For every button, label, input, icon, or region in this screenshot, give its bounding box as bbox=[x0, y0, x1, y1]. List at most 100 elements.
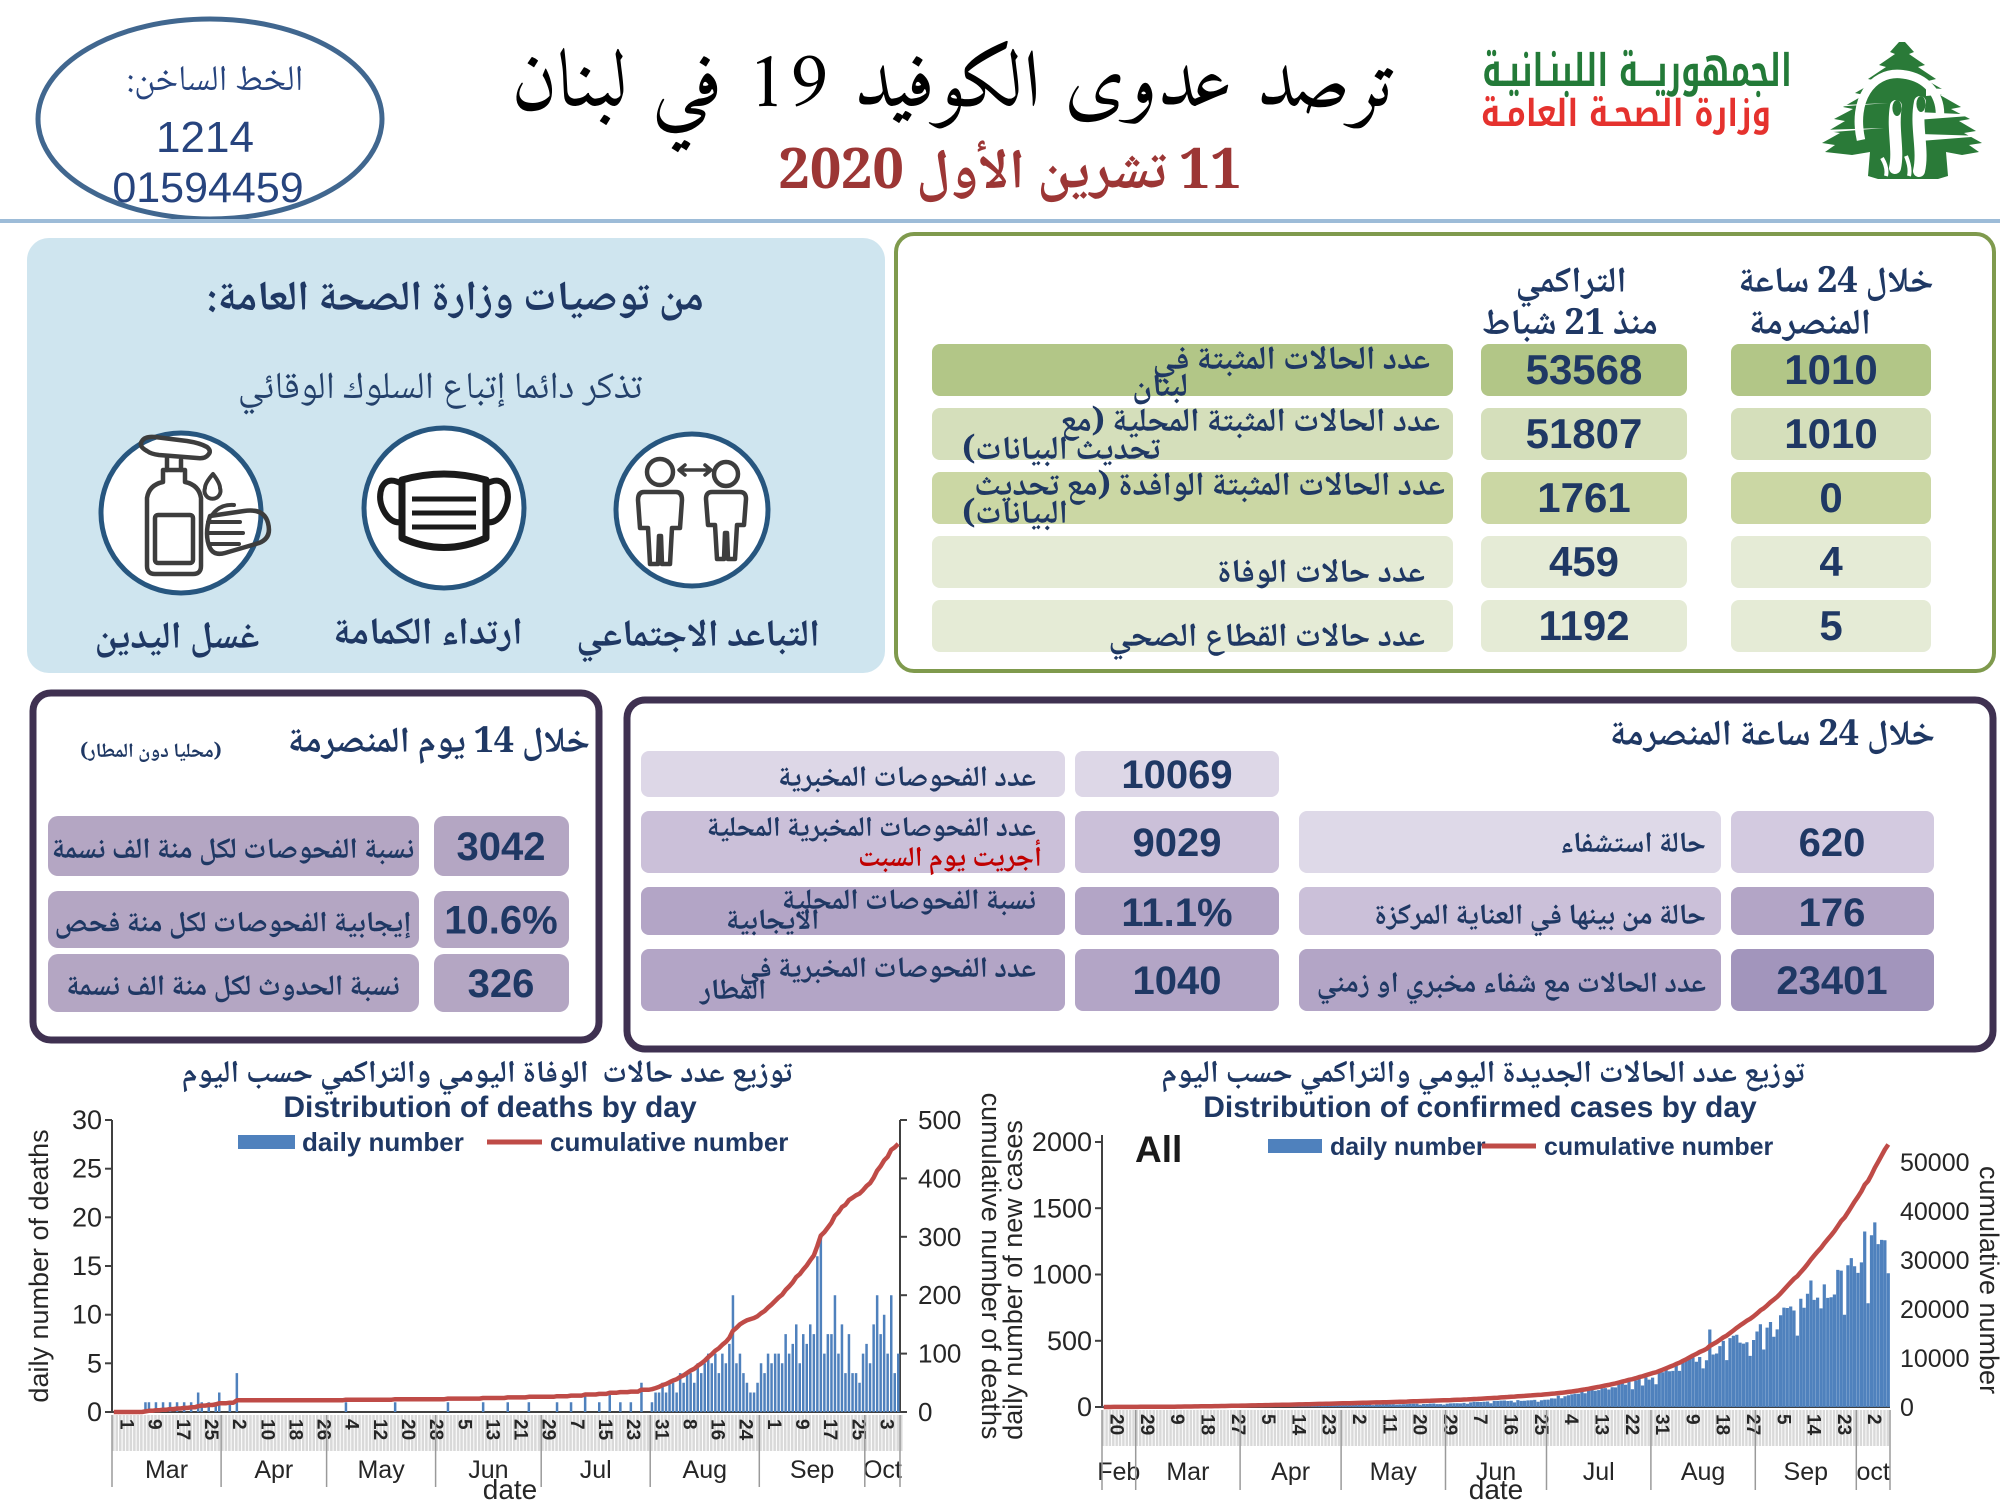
svg-text:Mar: Mar bbox=[1166, 1458, 1209, 1486]
svg-text:Jun: Jun bbox=[468, 1456, 508, 1484]
svg-text:Feb: Feb bbox=[1097, 1458, 1140, 1486]
svg-text:500: 500 bbox=[1047, 1326, 1092, 1356]
svg-text:1214: 1214 bbox=[156, 113, 254, 162]
svg-text:10: 10 bbox=[256, 1419, 277, 1440]
svg-text:cumulative number: cumulative number bbox=[550, 1127, 788, 1157]
svg-text:7: 7 bbox=[566, 1419, 587, 1430]
svg-text:23401: 23401 bbox=[1776, 959, 1887, 1003]
svg-text:Oct: Oct bbox=[863, 1456, 902, 1484]
svg-text:Sep: Sep bbox=[790, 1456, 834, 1484]
svg-text:15: 15 bbox=[594, 1419, 615, 1441]
svg-text:200: 200 bbox=[918, 1280, 961, 1310]
svg-text:1010: 1010 bbox=[1784, 346, 1877, 393]
svg-text:12: 12 bbox=[369, 1419, 390, 1440]
svg-text:1: 1 bbox=[763, 1419, 784, 1430]
svg-text:9029: 9029 bbox=[1133, 821, 1222, 865]
svg-text:daily number: daily number bbox=[302, 1127, 464, 1157]
svg-text:oct: oct bbox=[1857, 1458, 1890, 1486]
svg-text:5: 5 bbox=[1772, 1414, 1793, 1425]
svg-text:1761: 1761 bbox=[1537, 474, 1630, 521]
svg-text:Jun: Jun bbox=[1476, 1458, 1516, 1486]
svg-text:29: 29 bbox=[538, 1419, 559, 1440]
svg-text:2: 2 bbox=[228, 1419, 249, 1430]
svg-text:5: 5 bbox=[87, 1348, 102, 1378]
svg-text:3042: 3042 bbox=[457, 825, 546, 869]
svg-text:1: 1 bbox=[116, 1419, 137, 1430]
svg-text:cumulative number of deaths: cumulative number of deaths bbox=[976, 1093, 1006, 1440]
svg-text:50000: 50000 bbox=[1900, 1149, 1970, 1177]
svg-text:0: 0 bbox=[1077, 1392, 1092, 1422]
svg-text:20: 20 bbox=[72, 1202, 102, 1232]
svg-text:4: 4 bbox=[1819, 538, 1843, 585]
svg-text:23: 23 bbox=[1318, 1414, 1339, 1435]
svg-text:18: 18 bbox=[285, 1419, 306, 1440]
svg-text:daily number of deaths: daily number of deaths bbox=[24, 1129, 54, 1402]
svg-text:Jul: Jul bbox=[580, 1456, 612, 1484]
svg-text:9: 9 bbox=[1166, 1414, 1187, 1425]
svg-text:1000: 1000 bbox=[1032, 1260, 1092, 1290]
svg-text:27: 27 bbox=[1227, 1414, 1248, 1435]
svg-text:20: 20 bbox=[1106, 1414, 1127, 1435]
svg-text:May: May bbox=[357, 1456, 405, 1484]
svg-text:Aug: Aug bbox=[683, 1456, 727, 1484]
svg-text:5: 5 bbox=[1257, 1414, 1278, 1425]
svg-text:23: 23 bbox=[622, 1419, 643, 1440]
svg-text:15: 15 bbox=[72, 1251, 102, 1281]
svg-text:Aug: Aug bbox=[1681, 1458, 1725, 1486]
svg-text:Jul: Jul bbox=[1583, 1458, 1615, 1486]
svg-text:daily number: daily number bbox=[1330, 1133, 1486, 1161]
svg-text:25: 25 bbox=[1530, 1414, 1551, 1436]
svg-text:Apr: Apr bbox=[1271, 1458, 1310, 1486]
svg-text:3: 3 bbox=[876, 1419, 897, 1430]
svg-text:1010: 1010 bbox=[1784, 410, 1877, 457]
svg-text:17: 17 bbox=[819, 1419, 840, 1440]
svg-text:31: 31 bbox=[650, 1419, 671, 1441]
svg-text:53568: 53568 bbox=[1526, 346, 1643, 393]
svg-text:9: 9 bbox=[144, 1419, 165, 1430]
svg-text:100: 100 bbox=[918, 1339, 961, 1369]
svg-text:51807: 51807 bbox=[1526, 410, 1643, 457]
svg-text:25: 25 bbox=[847, 1419, 868, 1441]
svg-text:10000: 10000 bbox=[1900, 1345, 1970, 1373]
svg-text:18: 18 bbox=[1196, 1414, 1217, 1435]
svg-text:21: 21 bbox=[510, 1419, 531, 1441]
svg-text:26: 26 bbox=[313, 1419, 334, 1440]
svg-text:20: 20 bbox=[1409, 1414, 1430, 1435]
svg-text:11.1%: 11.1% bbox=[1121, 891, 1232, 935]
svg-text:300: 300 bbox=[918, 1222, 961, 1252]
svg-text:7: 7 bbox=[1469, 1414, 1490, 1425]
svg-text:4: 4 bbox=[1560, 1414, 1581, 1425]
svg-text:10.6%: 10.6% bbox=[444, 899, 557, 943]
svg-text:10: 10 bbox=[72, 1300, 102, 1330]
svg-text:25: 25 bbox=[72, 1154, 102, 1184]
svg-text:326: 326 bbox=[468, 962, 535, 1006]
svg-text:5: 5 bbox=[1819, 602, 1842, 649]
svg-text:9: 9 bbox=[1681, 1414, 1702, 1425]
svg-text:17: 17 bbox=[172, 1419, 193, 1440]
svg-text:10069: 10069 bbox=[1121, 753, 1232, 797]
svg-text:2: 2 bbox=[1348, 1414, 1369, 1425]
svg-text:0: 0 bbox=[1819, 474, 1842, 521]
svg-text:20000: 20000 bbox=[1900, 1296, 1970, 1324]
svg-text:459: 459 bbox=[1549, 538, 1619, 585]
svg-text:0: 0 bbox=[87, 1397, 102, 1427]
svg-text:5: 5 bbox=[453, 1419, 474, 1430]
svg-text:14: 14 bbox=[1287, 1414, 1308, 1436]
svg-text:31: 31 bbox=[1651, 1414, 1672, 1436]
svg-text:40000: 40000 bbox=[1900, 1198, 1970, 1226]
svg-text:0: 0 bbox=[918, 1397, 932, 1427]
svg-text:1040: 1040 bbox=[1133, 959, 1222, 1003]
svg-text:4: 4 bbox=[341, 1419, 362, 1430]
svg-text:8: 8 bbox=[679, 1419, 700, 1430]
svg-text:May: May bbox=[1370, 1458, 1418, 1486]
svg-text:11: 11 bbox=[1378, 1414, 1399, 1435]
svg-text:400: 400 bbox=[918, 1163, 961, 1193]
svg-text:cumulative number: cumulative number bbox=[1974, 1166, 2000, 1394]
svg-text:500: 500 bbox=[918, 1105, 961, 1135]
svg-text:176: 176 bbox=[1799, 891, 1866, 935]
svg-text:1192: 1192 bbox=[1538, 602, 1629, 649]
svg-text:30000: 30000 bbox=[1900, 1247, 1970, 1275]
svg-text:13: 13 bbox=[1590, 1414, 1611, 1435]
svg-text:16: 16 bbox=[707, 1419, 728, 1440]
svg-text:25: 25 bbox=[200, 1419, 221, 1441]
